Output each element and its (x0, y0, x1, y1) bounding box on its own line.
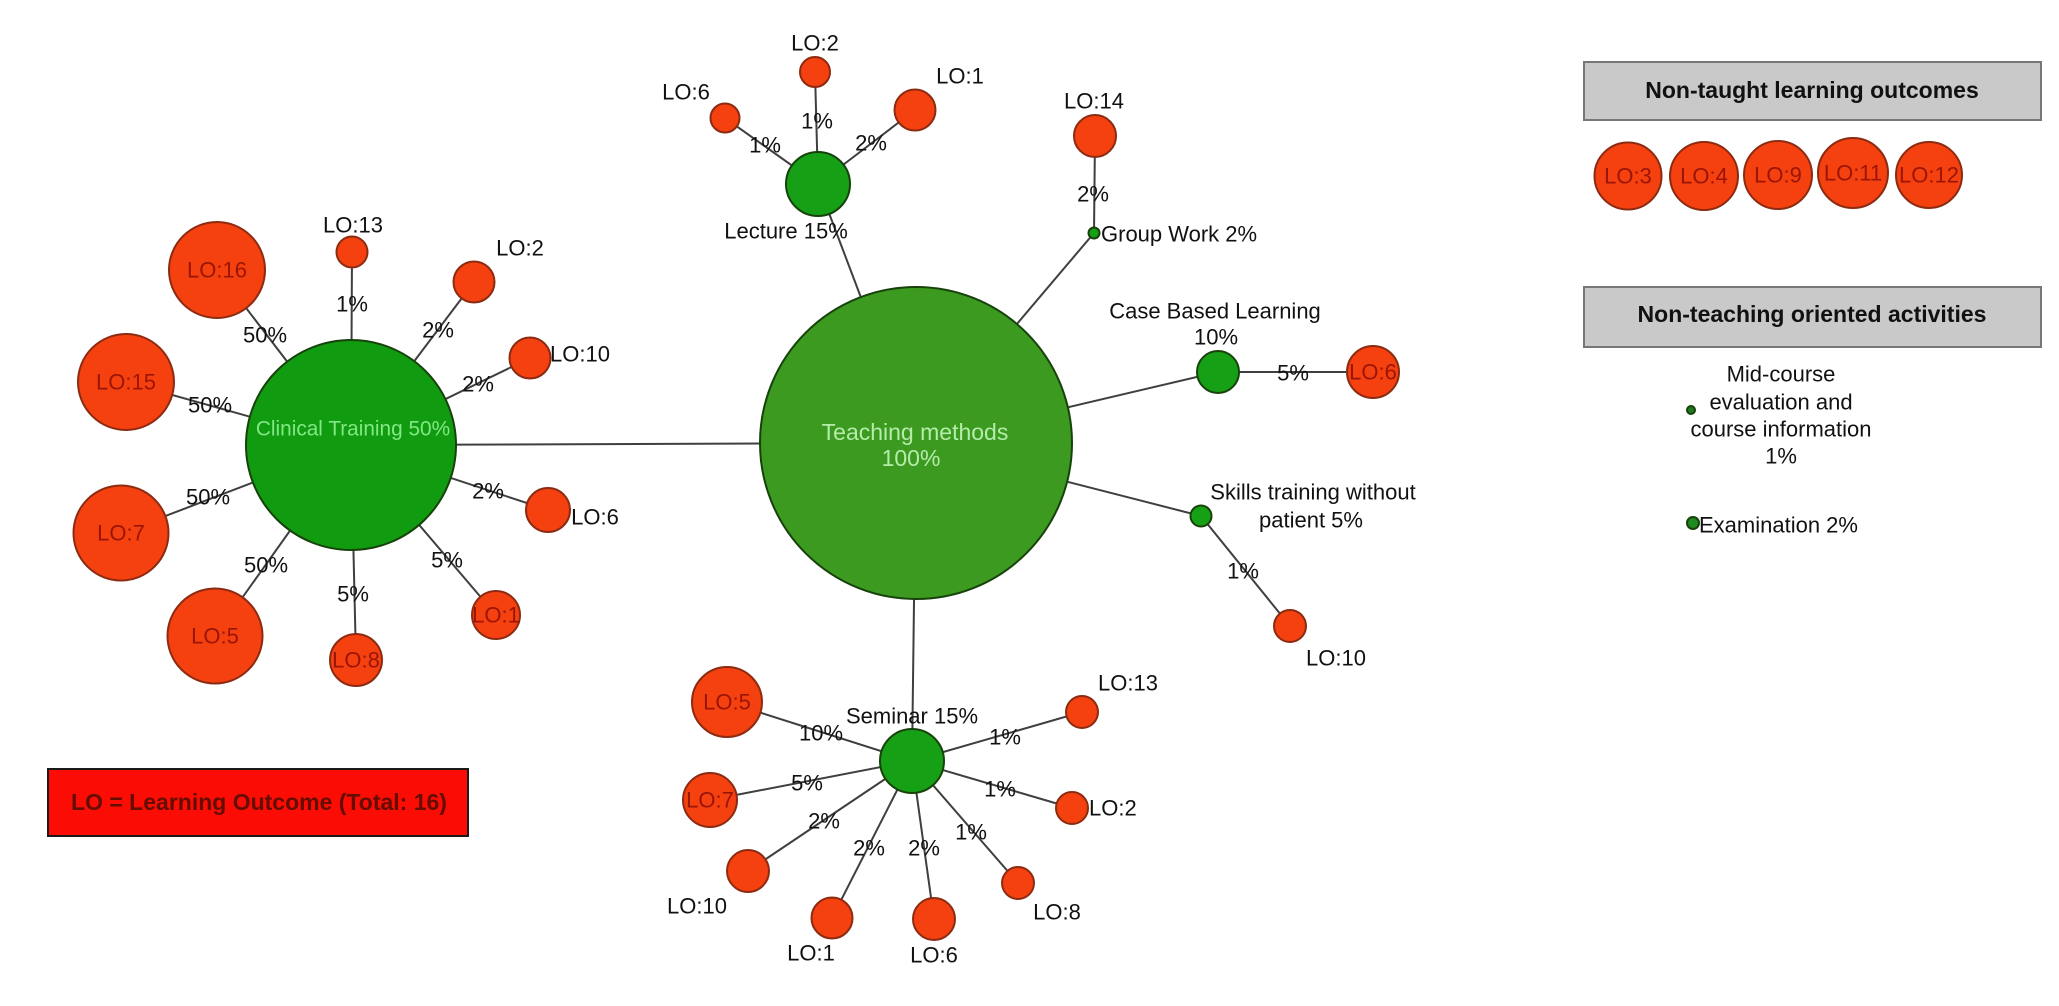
svg-text:1%: 1% (984, 777, 1016, 802)
svg-text:10%: 10% (799, 721, 843, 746)
svg-text:LO:8: LO:8 (1033, 900, 1081, 925)
svg-text:Group Work 2%: Group Work 2% (1101, 222, 1257, 247)
svg-text:LO:1: LO:1 (472, 603, 520, 628)
svg-text:Non-teaching oriented activiti: Non-teaching oriented activities (1638, 301, 1987, 327)
svg-text:1%: 1% (1227, 559, 1259, 584)
svg-text:2%: 2% (853, 836, 885, 861)
svg-text:LO:4: LO:4 (1680, 164, 1728, 189)
svg-text:1%: 1% (336, 292, 368, 317)
svg-text:Non-taught learning outcomes: Non-taught learning outcomes (1645, 77, 1979, 103)
svg-text:50%: 50% (243, 323, 287, 348)
svg-text:5%: 5% (431, 548, 463, 573)
svg-text:LO:8: LO:8 (332, 648, 380, 673)
svg-text:LO = Learning Outcome (Total:: LO = Learning Outcome (Total: 16) (71, 789, 447, 815)
svg-text:LO:6: LO:6 (662, 80, 710, 105)
svg-text:LO:2: LO:2 (791, 31, 839, 56)
svg-text:LO:6: LO:6 (1349, 360, 1397, 385)
svg-text:LO:1: LO:1 (787, 941, 835, 966)
svg-text:2%: 2% (855, 131, 887, 156)
svg-text:LO:3: LO:3 (1604, 164, 1652, 189)
svg-text:Lecture 15%: Lecture 15% (724, 219, 848, 244)
svg-text:Teaching methods: Teaching methods (822, 419, 1009, 445)
svg-text:5%: 5% (1277, 361, 1309, 386)
svg-text:LO:7: LO:7 (686, 788, 734, 813)
svg-text:LO:6: LO:6 (910, 943, 958, 968)
svg-text:LO:13: LO:13 (1098, 671, 1158, 696)
svg-text:LO:15: LO:15 (96, 370, 156, 395)
svg-text:LO:12: LO:12 (1899, 163, 1959, 188)
svg-text:2%: 2% (908, 836, 940, 861)
svg-text:Skills training without: Skills training without (1210, 480, 1415, 505)
svg-text:LO:14: LO:14 (1064, 89, 1124, 114)
svg-text:Case Based Learning: Case Based Learning (1109, 299, 1321, 324)
svg-text:1%: 1% (1765, 444, 1797, 469)
svg-text:course information: course information (1691, 417, 1872, 442)
svg-text:LO:10: LO:10 (550, 342, 610, 367)
svg-text:patient 5%: patient 5% (1259, 508, 1363, 533)
svg-text:evaluation and: evaluation and (1709, 390, 1852, 415)
svg-text:50%: 50% (244, 553, 288, 578)
svg-text:LO:6: LO:6 (571, 505, 619, 530)
svg-text:2%: 2% (808, 809, 840, 834)
svg-text:LO:11: LO:11 (1824, 161, 1882, 186)
svg-text:LO:13: LO:13 (323, 213, 383, 238)
svg-text:Seminar 15%: Seminar 15% (846, 704, 978, 729)
svg-text:LO:1: LO:1 (936, 64, 984, 89)
svg-text:Examination 2%: Examination 2% (1699, 513, 1858, 538)
svg-text:50%: 50% (186, 485, 230, 510)
svg-text:5%: 5% (337, 582, 369, 607)
svg-text:LO:10: LO:10 (667, 894, 727, 919)
svg-text:LO:5: LO:5 (191, 624, 239, 649)
svg-text:LO:2: LO:2 (1089, 796, 1137, 821)
svg-text:LO:10: LO:10 (1306, 646, 1366, 671)
svg-text:100%: 100% (882, 445, 941, 471)
svg-text:50%: 50% (188, 393, 232, 418)
svg-text:2%: 2% (472, 479, 504, 504)
svg-text:2%: 2% (1077, 182, 1109, 207)
svg-text:Clinical Training 50%: Clinical Training 50% (256, 418, 450, 441)
svg-text:1%: 1% (955, 820, 987, 845)
svg-text:LO:7: LO:7 (97, 521, 145, 546)
svg-text:1%: 1% (989, 725, 1021, 750)
svg-text:2%: 2% (422, 318, 454, 343)
svg-text:LO:2: LO:2 (496, 236, 544, 261)
svg-text:1%: 1% (749, 133, 781, 158)
svg-text:10%: 10% (1194, 325, 1238, 350)
svg-text:LO:5: LO:5 (703, 690, 751, 715)
svg-text:1%: 1% (801, 109, 833, 134)
svg-text:LO:16: LO:16 (187, 258, 247, 283)
svg-text:2%: 2% (462, 372, 494, 397)
svg-text:5%: 5% (791, 771, 823, 796)
svg-text:LO:9: LO:9 (1754, 163, 1802, 188)
svg-text:Mid-course: Mid-course (1727, 362, 1836, 387)
